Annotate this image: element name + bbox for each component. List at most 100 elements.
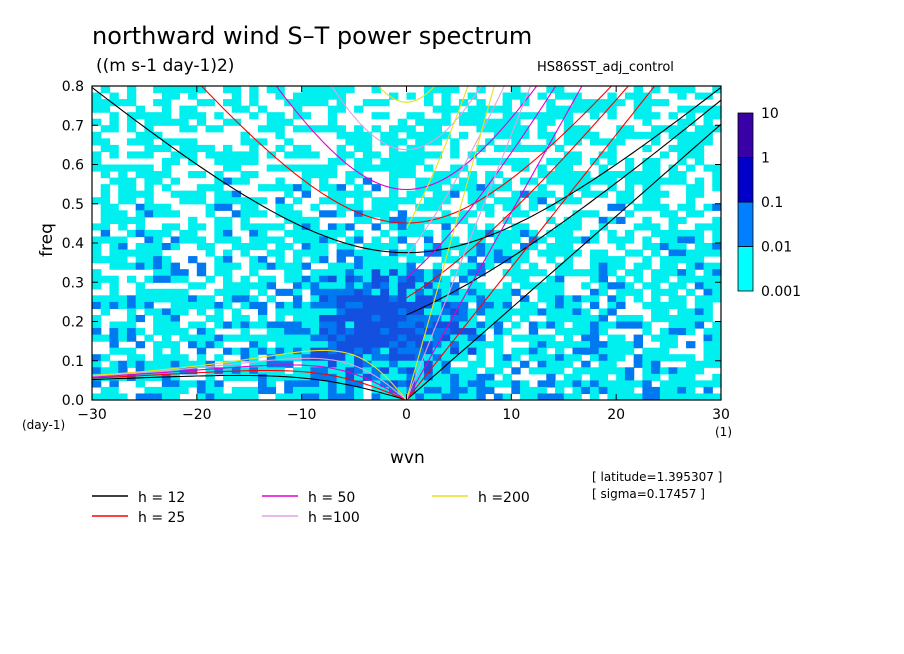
field-cell — [214, 190, 224, 198]
field-cell — [170, 386, 180, 395]
field-cell — [319, 171, 329, 179]
field-cell — [336, 223, 346, 231]
field-cell — [502, 184, 512, 192]
field-cell — [458, 334, 469, 342]
field-cell — [223, 177, 233, 185]
field-cell — [144, 190, 154, 198]
field-cell — [397, 229, 408, 238]
field-cell — [607, 256, 617, 264]
field-cell — [712, 321, 721, 329]
field-cell — [354, 275, 364, 283]
field-cell — [205, 301, 215, 310]
field-cell — [589, 288, 600, 296]
field-cell — [668, 314, 678, 323]
field-cell — [441, 236, 451, 244]
field-cell — [301, 99, 312, 107]
field-cell — [537, 282, 547, 290]
rossby-curve-h50 — [92, 364, 407, 400]
field-cell — [266, 118, 277, 126]
field-cell — [642, 99, 652, 107]
colorbar-swatch — [737, 246, 754, 292]
field-cell — [520, 92, 530, 100]
field-cell — [345, 347, 355, 355]
field-cell — [581, 347, 591, 355]
field-cell — [458, 288, 469, 296]
field-cell — [336, 334, 346, 342]
field-cell — [92, 157, 102, 166]
field-cell — [703, 386, 713, 395]
field-cell — [642, 386, 652, 395]
field-cell — [642, 131, 652, 139]
field-cell — [493, 197, 504, 205]
field-cell — [572, 328, 582, 336]
field-cell — [231, 177, 242, 185]
field-cell — [633, 334, 643, 342]
field-cell — [380, 131, 390, 139]
field-cell — [362, 138, 373, 146]
field-cell — [327, 295, 338, 303]
field-cell — [389, 131, 399, 139]
field-cell — [423, 393, 434, 400]
colorbar-label: 0.001 — [761, 284, 801, 300]
field-cell — [493, 243, 504, 251]
field-cell — [371, 360, 381, 368]
field-cell — [240, 203, 250, 211]
field-cell — [432, 171, 443, 179]
field-cell — [284, 243, 294, 251]
field-cell — [301, 301, 312, 310]
field-cell — [354, 262, 364, 270]
field-cell — [188, 334, 198, 342]
field-cell — [389, 301, 399, 310]
field-cell — [686, 236, 696, 244]
field-cell — [450, 393, 460, 400]
field-cell — [327, 262, 338, 270]
field-cell — [275, 177, 285, 185]
field-cell — [642, 262, 652, 270]
field-cell — [153, 354, 163, 362]
field-cell — [310, 203, 320, 211]
field-cell — [188, 151, 198, 159]
field-cell — [354, 282, 364, 290]
field-cell — [467, 321, 477, 329]
field-cell — [319, 367, 329, 375]
field-cell — [354, 373, 364, 381]
field-cell — [485, 105, 495, 113]
field-cell — [336, 341, 346, 349]
field-cell — [441, 118, 451, 126]
field-cell — [397, 118, 408, 126]
field-cell — [511, 86, 521, 94]
field-cell — [423, 249, 434, 257]
field-cell — [528, 341, 539, 349]
field-cell — [135, 380, 146, 388]
field-cell — [607, 138, 617, 146]
field-cell — [581, 367, 591, 375]
field-cell — [275, 360, 285, 368]
field-cell — [153, 275, 163, 283]
field-cell — [441, 86, 451, 94]
field-cell — [100, 367, 111, 375]
field-cell — [135, 262, 146, 270]
field-cell — [712, 282, 721, 290]
field-cell — [284, 269, 294, 277]
field-cell — [362, 334, 373, 342]
field-cell — [677, 275, 687, 283]
field-cell — [144, 236, 154, 244]
field-cell — [389, 282, 399, 290]
field-cell — [659, 256, 670, 264]
field-cell — [642, 282, 652, 290]
field-cell — [362, 360, 373, 368]
field-cell — [362, 243, 373, 251]
field-cell — [380, 197, 390, 205]
field-cell — [214, 386, 224, 395]
field-cell — [458, 386, 469, 395]
field-cell — [231, 210, 242, 218]
field-cell — [633, 380, 643, 388]
field-cell — [555, 282, 565, 290]
field-cell — [354, 308, 364, 316]
field-cell — [406, 171, 416, 179]
field-cell — [458, 367, 469, 375]
field-cell — [231, 360, 242, 368]
field-cell — [240, 151, 250, 159]
